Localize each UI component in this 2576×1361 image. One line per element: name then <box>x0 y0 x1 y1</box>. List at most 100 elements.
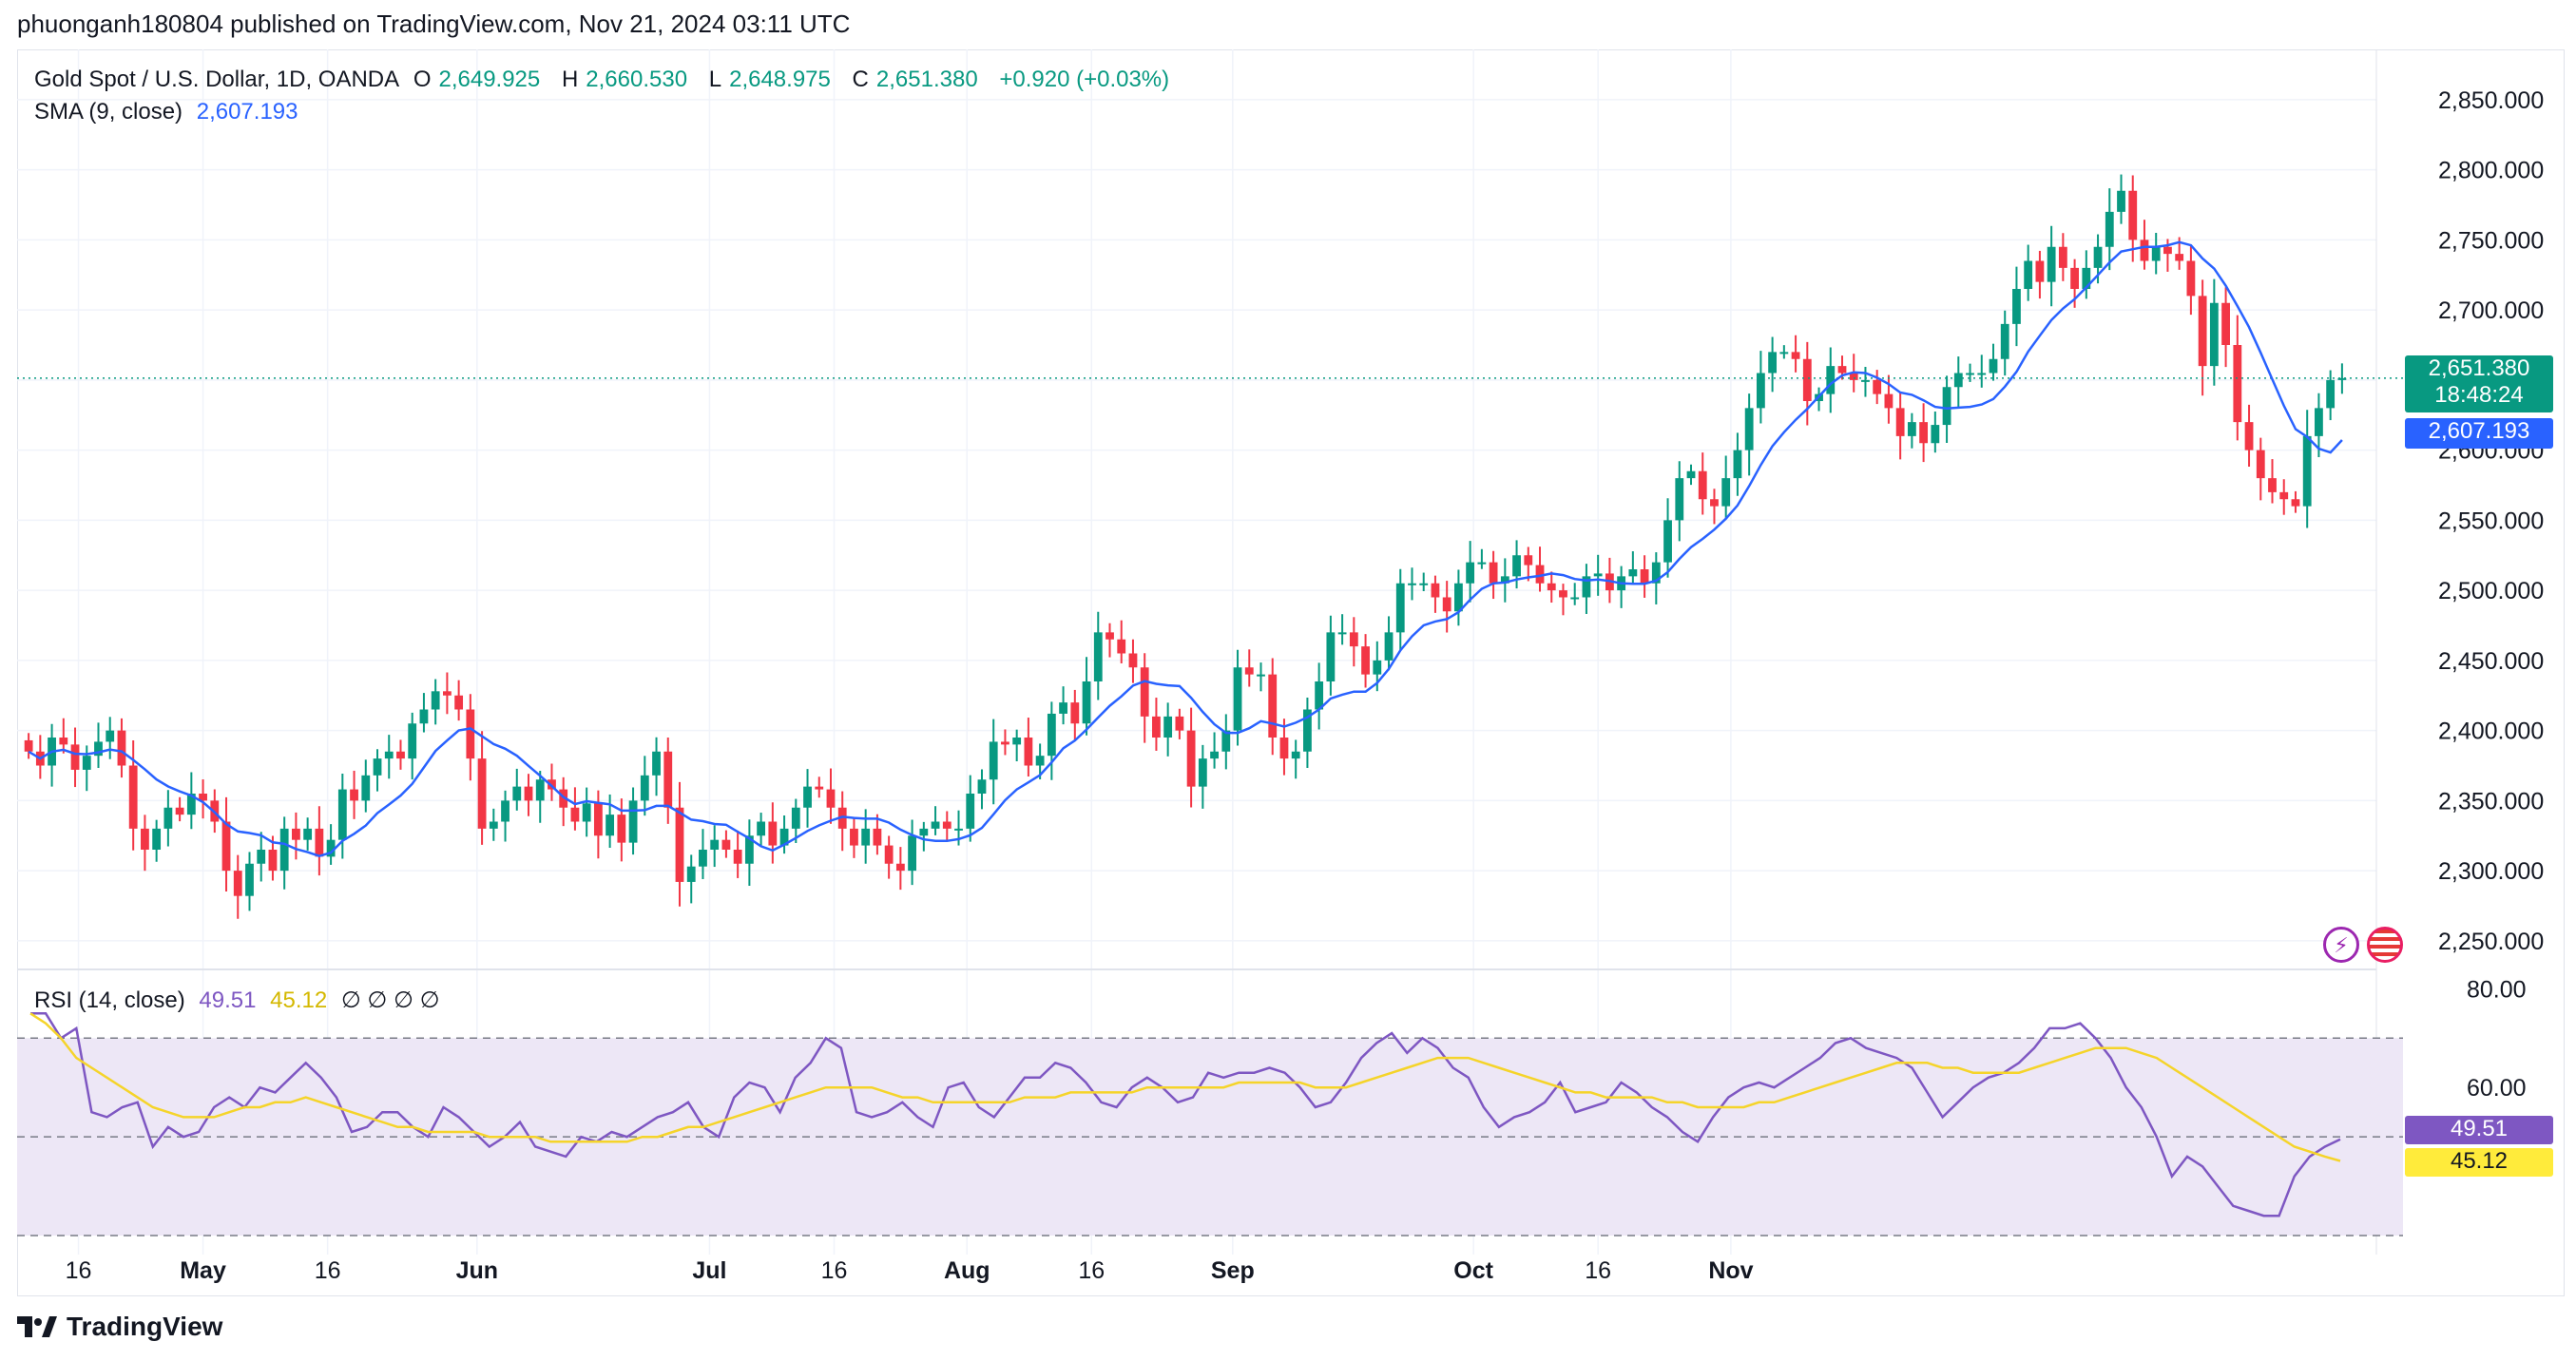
time-tick-label: Nov <box>1708 1257 1753 1284</box>
candle-body <box>768 821 778 846</box>
candle-body <box>1744 408 1754 450</box>
candle-body <box>2337 377 2347 380</box>
rsi-badge: 49.51 <box>2405 1116 2553 1144</box>
price-tick-label: 2,450.000 <box>2438 648 2544 675</box>
candle-body <box>640 775 649 801</box>
candle-body <box>163 807 173 829</box>
sma-badge: 2,607.193 <box>2405 418 2553 449</box>
candle-body <box>1244 667 1254 675</box>
candle-body <box>477 758 487 829</box>
candle-body <box>1419 583 1429 585</box>
candles <box>17 174 2403 919</box>
time-tick-label: Aug <box>944 1257 990 1284</box>
candle-body <box>221 821 231 872</box>
open-label: O <box>413 67 432 92</box>
candle-body <box>1349 632 1358 647</box>
close-label: C <box>852 67 869 92</box>
candle-body <box>733 850 742 864</box>
sma-value: 2,607.193 <box>196 99 298 125</box>
candle-body <box>1628 569 1638 577</box>
candle-body <box>396 751 405 759</box>
candle-body <box>617 815 626 843</box>
bolt-icon[interactable]: ⚡ <box>2323 927 2359 963</box>
candle-body <box>233 871 242 896</box>
candle-body <box>128 765 138 829</box>
candle-body <box>1454 583 1463 612</box>
candle-body <box>699 850 707 867</box>
candle-body <box>837 807 847 829</box>
main-legend[interactable]: Gold Spot / U.S. Dollar, 1D, OANDA O 2,64… <box>34 67 1177 93</box>
sma-legend[interactable]: SMA (9, close) 2,607.193 <box>34 99 306 125</box>
candle-body <box>1070 702 1080 724</box>
candle-body <box>2302 435 2312 507</box>
candle-body <box>1384 632 1394 661</box>
time-tick-label: May <box>180 1257 226 1284</box>
candle-body <box>1640 569 1649 584</box>
candle-body <box>1884 393 1894 409</box>
price-tick-label: 2,750.000 <box>2438 227 2544 254</box>
time-tick-label: 16 <box>1585 1257 1611 1284</box>
candle-body <box>431 691 440 710</box>
candle-body <box>1966 373 1974 375</box>
candle-body <box>675 807 684 882</box>
candle-body <box>1826 366 1836 394</box>
candle-body <box>1186 730 1196 787</box>
candle-body <box>744 835 754 864</box>
candle-body <box>384 751 394 759</box>
candle-body <box>1477 562 1487 565</box>
candle-body <box>1082 681 1091 724</box>
candle-body <box>1431 583 1440 598</box>
candle-body <box>2012 289 2021 324</box>
candle-body <box>1593 573 1603 577</box>
candle-body <box>1093 632 1103 681</box>
candle-body <box>1221 730 1231 752</box>
rsi-legend[interactable]: RSI (14, close) 49.51 45.12 ∅ ∅ ∅ ∅ <box>34 987 448 1014</box>
candle-body <box>606 815 615 836</box>
candle-body <box>2105 211 2114 247</box>
candle-body <box>1233 667 1242 731</box>
candle-body <box>1977 373 1987 375</box>
candle-body <box>1408 583 1416 585</box>
candle-body <box>2093 246 2103 268</box>
candle-body <box>175 807 184 815</box>
time-tick-label: Jun <box>456 1257 498 1284</box>
candle-body <box>2175 254 2184 261</box>
time-tick-label: 16 <box>1078 1257 1105 1284</box>
candle-body <box>350 789 358 801</box>
candle-body <box>2291 499 2300 507</box>
rsi-label: RSI (14, close) <box>34 987 185 1013</box>
candle-body <box>2128 190 2138 240</box>
price-tick-label: 2,800.000 <box>2438 158 2544 184</box>
candle-body <box>454 695 464 710</box>
candle-body <box>1733 450 1742 479</box>
footer[interactable]: TradingView <box>17 1312 222 1342</box>
candle-body <box>408 723 417 759</box>
low-label: L <box>708 67 722 92</box>
candle-body <box>1779 352 1789 355</box>
candle-body <box>652 751 661 776</box>
flag-icon[interactable] <box>2367 927 2403 963</box>
candle-body <box>24 739 33 752</box>
candle-body <box>1989 358 1998 374</box>
time-tick-label: Jul <box>692 1257 726 1284</box>
candle-body <box>1524 555 1533 565</box>
candle-body <box>1047 713 1056 757</box>
candle-body <box>1291 751 1300 759</box>
candle-body <box>117 730 126 766</box>
candle-body <box>1559 590 1567 598</box>
candle-body <box>82 756 91 770</box>
candle-body <box>1117 639 1126 654</box>
candle-body <box>850 828 858 846</box>
candle-body <box>489 821 498 829</box>
candle-body <box>570 807 580 822</box>
tradingview-brand: TradingView <box>67 1312 223 1341</box>
candle-body <box>1257 674 1265 677</box>
candle-body <box>1512 555 1521 577</box>
low-value: 2,648.975 <box>729 67 831 92</box>
candle-body <box>1035 756 1045 766</box>
candle-body <box>1442 597 1451 612</box>
sma-label: SMA (9, close) <box>34 99 183 125</box>
price-tick-label: 2,350.000 <box>2438 788 2544 815</box>
sma-line <box>28 240 2343 858</box>
